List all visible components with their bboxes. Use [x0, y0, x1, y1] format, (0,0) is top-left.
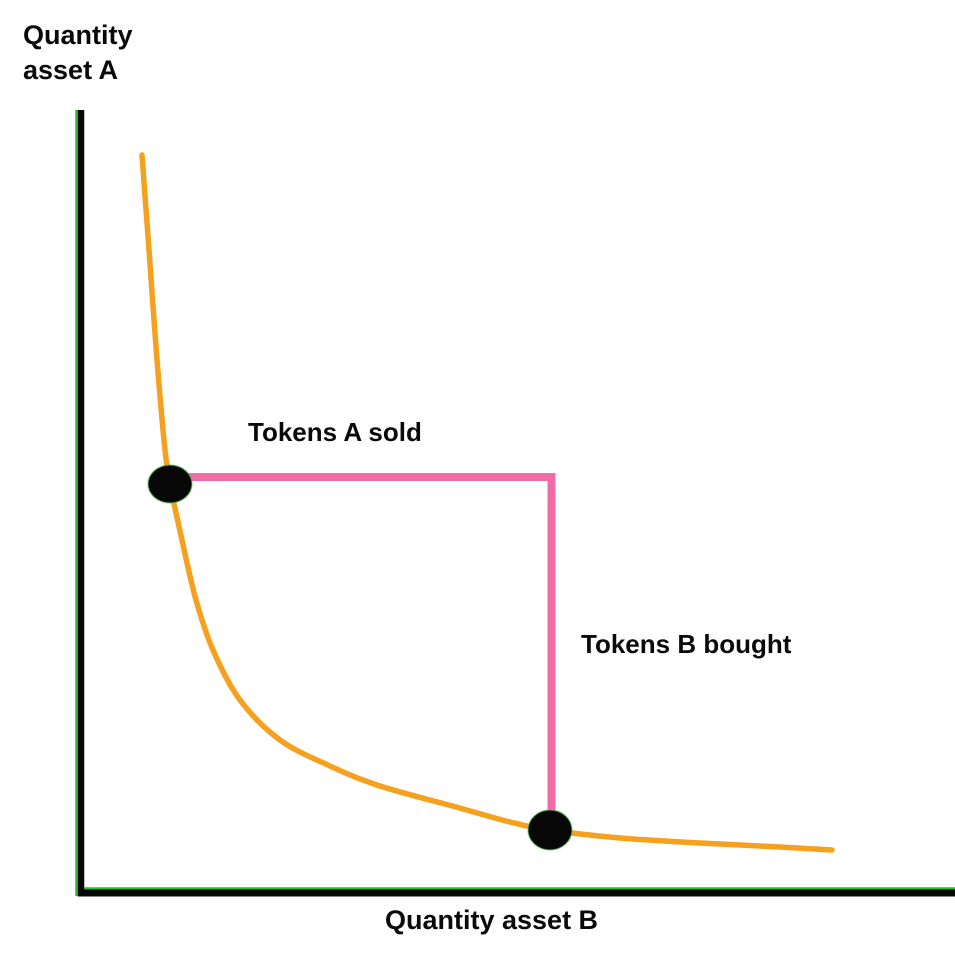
trade-annotation-path	[170, 473, 556, 830]
y-axis-label: Quantity asset A	[23, 20, 133, 85]
tokens-a-sold-label: Tokens A sold	[248, 417, 422, 447]
x-axis-label: Quantity asset B	[385, 905, 599, 935]
tokens-b-bought-label: Tokens B bought	[581, 629, 792, 659]
state-dot	[527, 809, 573, 851]
invariant-curve	[139, 152, 835, 853]
state-dot	[147, 464, 193, 504]
